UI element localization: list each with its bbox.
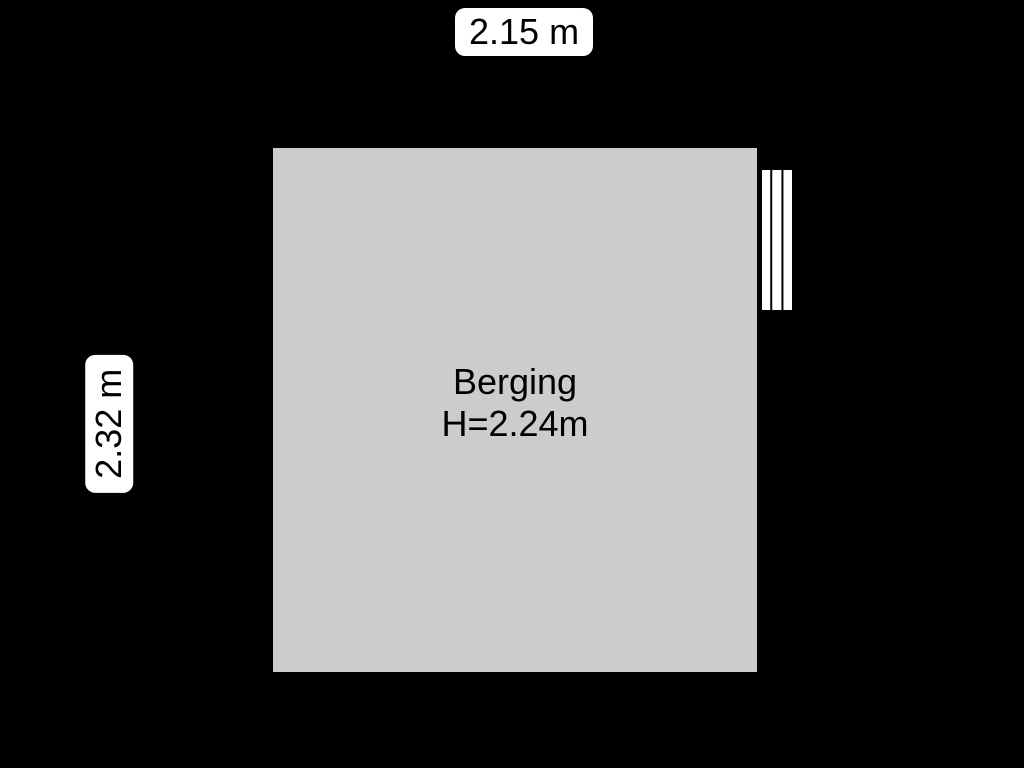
dimension-height-label: 2.32 m — [85, 355, 133, 493]
room-label: Berging H=2.24m — [395, 361, 635, 445]
room-name: Berging — [395, 361, 635, 403]
door-icon — [760, 166, 794, 314]
room-height: H=2.24m — [395, 403, 635, 445]
dimension-width-label: 2.15 m — [455, 8, 593, 56]
floorplan-canvas: { "canvas": { "width_px": 1024, "height_… — [0, 0, 1024, 768]
